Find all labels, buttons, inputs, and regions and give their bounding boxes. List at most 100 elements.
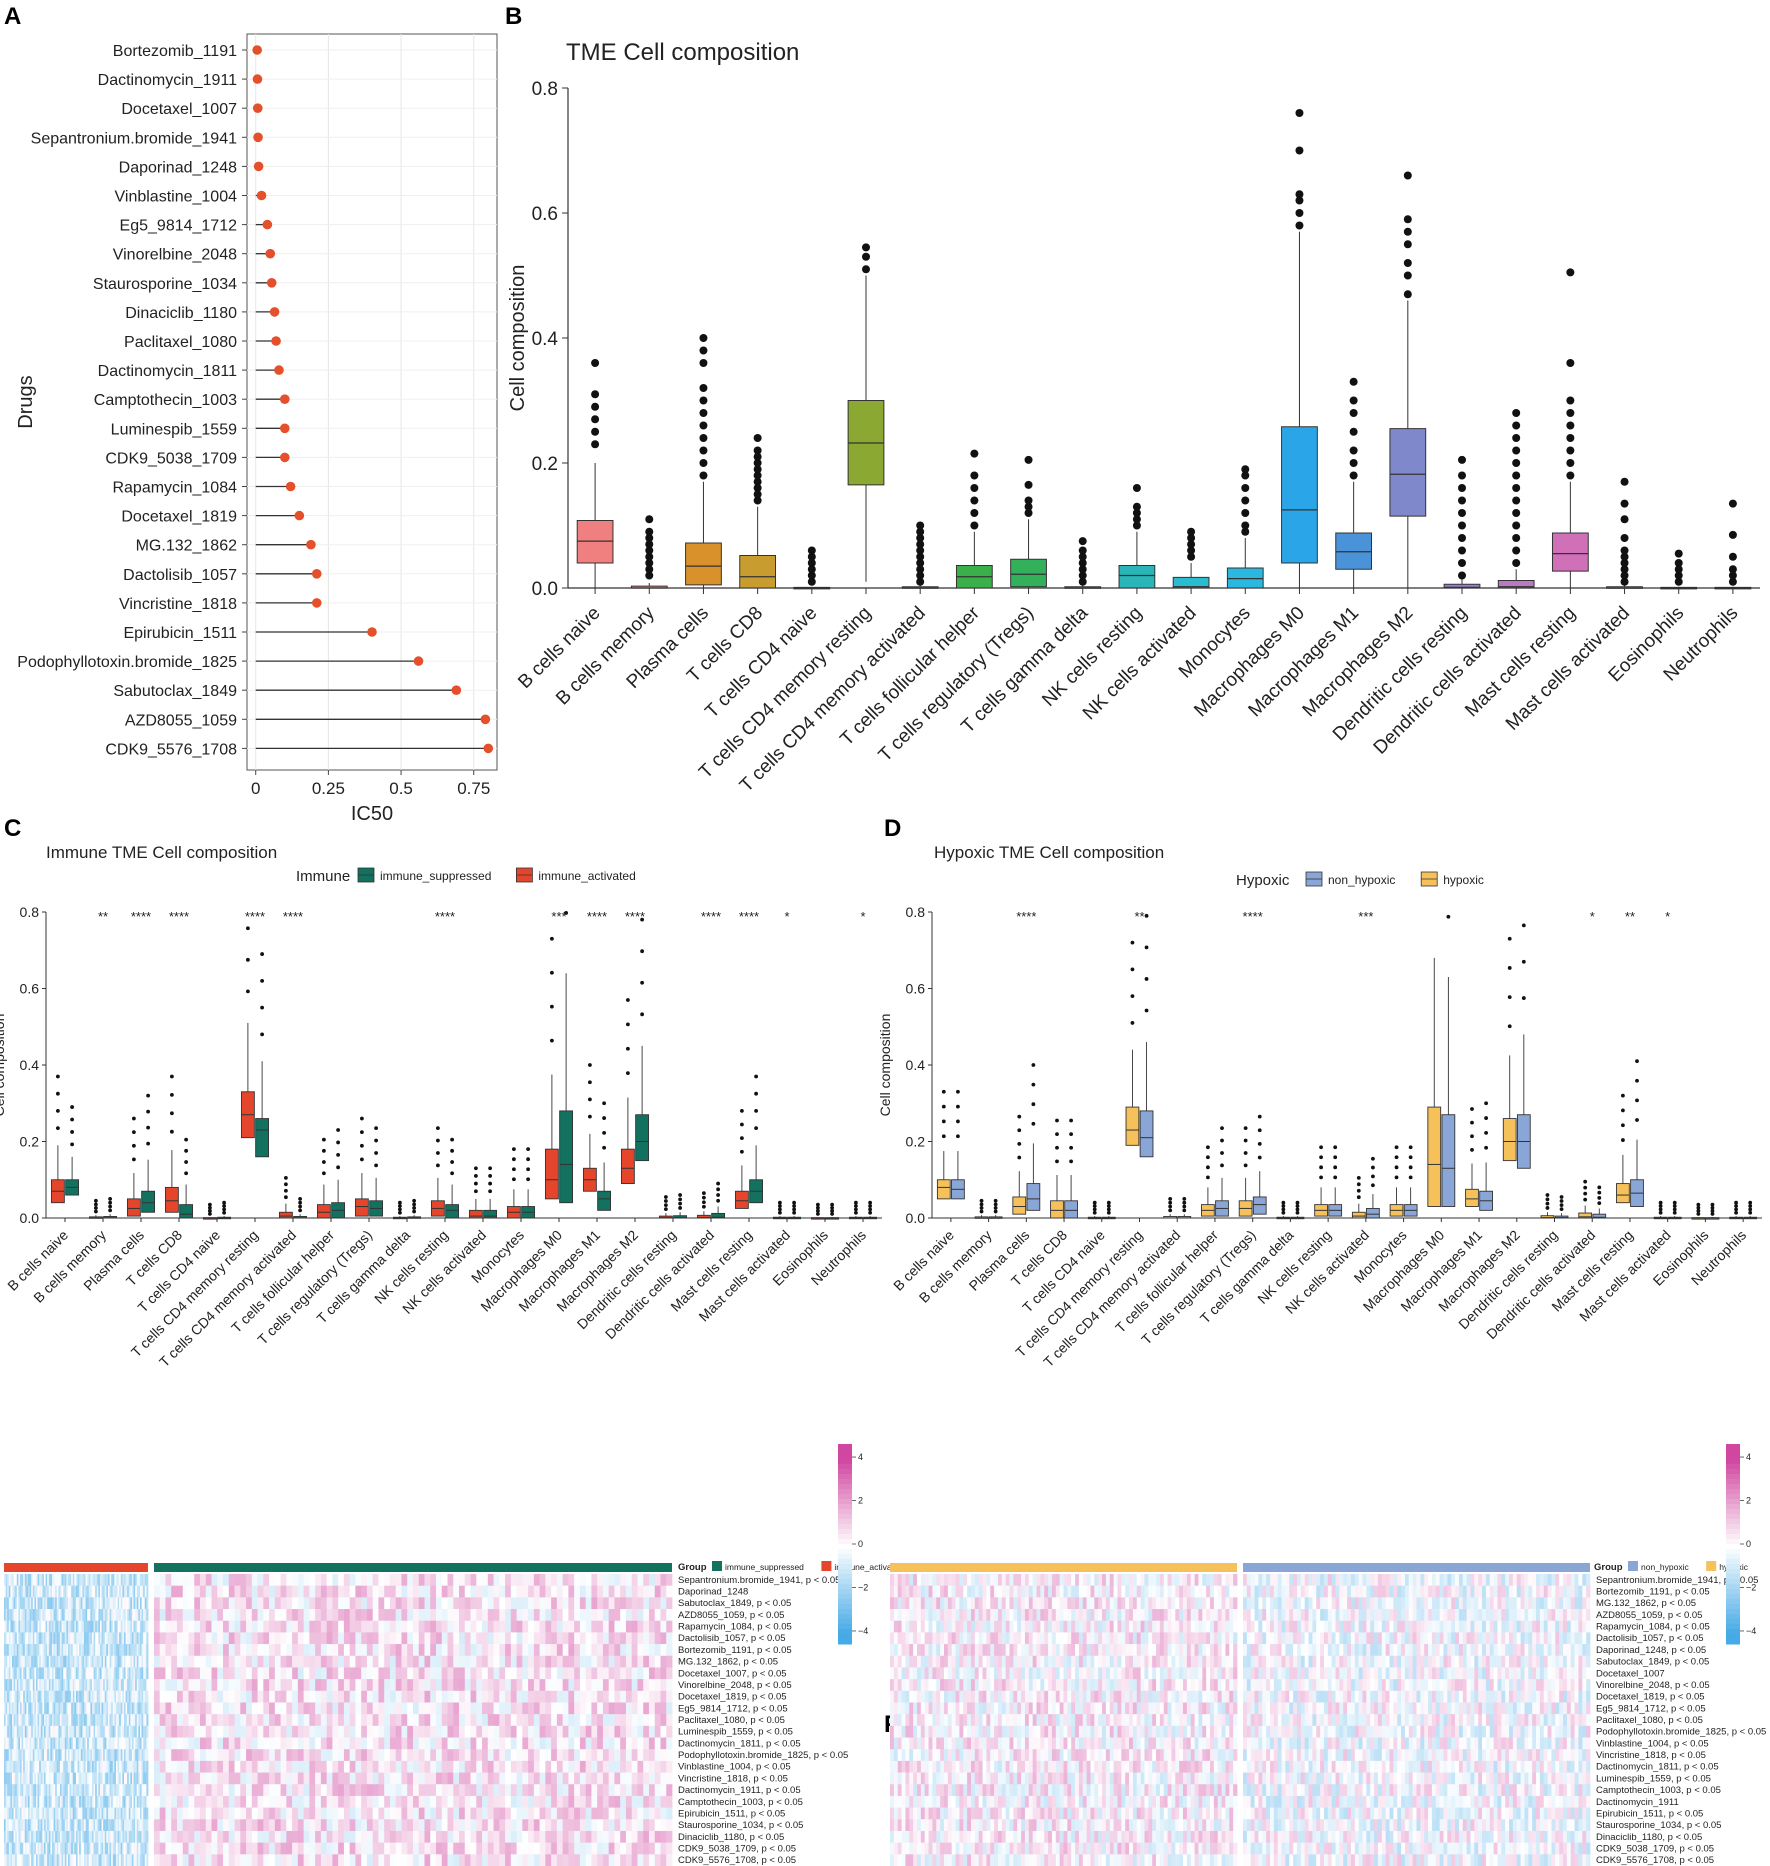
heat-cell xyxy=(240,1597,247,1610)
heat-cell xyxy=(95,1585,98,1598)
heat-cell xyxy=(34,1807,37,1820)
heat-cell xyxy=(482,1679,489,1692)
heat-cell xyxy=(53,1714,56,1727)
heat-cell xyxy=(637,1760,644,1773)
heat-cell xyxy=(5,1609,8,1622)
heat-cell xyxy=(194,1632,201,1645)
heat-cell xyxy=(165,1702,172,1715)
heat-cell xyxy=(332,1574,339,1587)
heat-cell xyxy=(37,1702,40,1715)
heat-cell xyxy=(153,1749,161,1762)
outlier-point xyxy=(739,1122,744,1127)
heat-cell xyxy=(106,1679,109,1692)
heat-cell xyxy=(104,1620,107,1633)
heat-cell xyxy=(48,1807,51,1820)
heat-cell xyxy=(135,1784,138,1797)
heat-cell xyxy=(625,1760,633,1773)
heat-cell xyxy=(136,1597,139,1610)
heat-cell xyxy=(71,1854,74,1866)
outlier-point xyxy=(1243,1163,1248,1168)
heat-cell xyxy=(98,1737,101,1750)
outlier-point xyxy=(1333,1145,1338,1150)
heat-cell xyxy=(111,1772,114,1785)
heat-cell xyxy=(40,1819,43,1832)
heat-cell xyxy=(61,1667,64,1680)
heat-cell xyxy=(4,1784,6,1797)
outlier-point xyxy=(374,1126,379,1131)
heat-cell xyxy=(21,1644,24,1657)
heat-cell xyxy=(13,1632,16,1645)
heat-cell xyxy=(61,1609,64,1622)
heat-cell xyxy=(66,1690,69,1703)
heat-cell xyxy=(34,1784,37,1797)
heat-cell xyxy=(217,1644,224,1657)
heat-cell xyxy=(82,1714,85,1727)
heat-cell xyxy=(482,1609,489,1622)
heat-cell xyxy=(109,1632,112,1645)
heat-cell xyxy=(153,1667,161,1680)
heat-cell xyxy=(608,1690,615,1703)
heat-cell xyxy=(131,1830,134,1844)
heat-cell xyxy=(5,1585,8,1598)
heat-cell xyxy=(620,1737,627,1750)
heat-cell xyxy=(401,1737,408,1750)
heat-cell xyxy=(53,1644,56,1657)
heat-cell xyxy=(257,1632,264,1645)
heat-cell xyxy=(4,1702,6,1715)
heat-cell xyxy=(95,1819,98,1832)
outlier-point xyxy=(1349,377,1358,386)
heat-cell xyxy=(42,1679,45,1692)
heat-cell xyxy=(424,1714,431,1727)
outlier-point xyxy=(602,1101,607,1106)
heat-cell xyxy=(51,1795,54,1808)
heat-cell xyxy=(16,1749,19,1762)
heat-cell xyxy=(115,1819,118,1832)
heat-cell xyxy=(117,1632,120,1645)
heat-cell xyxy=(591,1737,598,1750)
heat-cell xyxy=(660,1644,667,1657)
heat-cell xyxy=(123,1737,126,1750)
heat-cell xyxy=(61,1679,64,1692)
heat-cell xyxy=(112,1702,115,1715)
heat-cell xyxy=(165,1690,172,1703)
outlier-point xyxy=(321,1160,326,1164)
heat-cell xyxy=(355,1667,362,1680)
heat-cell xyxy=(648,1667,656,1680)
heat-cell xyxy=(16,1574,19,1587)
heat-cell xyxy=(63,1574,66,1587)
drug-label: Dactinomycin_1911 xyxy=(98,72,237,89)
heat-cell xyxy=(320,1725,328,1738)
heat-cell xyxy=(470,1760,477,1773)
heat-cell xyxy=(40,1644,43,1657)
heat-cell xyxy=(217,1749,224,1762)
heat-cell xyxy=(349,1644,356,1657)
heat-cell xyxy=(90,1749,93,1762)
heat-cell xyxy=(48,1679,51,1692)
heat-cell xyxy=(320,1609,328,1622)
heat-cell xyxy=(13,1690,16,1703)
outlier-point xyxy=(1394,1155,1399,1160)
heat-cell xyxy=(574,1655,581,1668)
heat-cell xyxy=(82,1679,85,1692)
heat-cell xyxy=(77,1819,80,1832)
heat-cell xyxy=(274,1597,281,1610)
heat-cell xyxy=(107,1714,110,1727)
heat-cell xyxy=(389,1585,397,1598)
heat-cell xyxy=(136,1574,139,1587)
heat-cell xyxy=(35,1737,38,1750)
heat-cell xyxy=(144,1679,147,1692)
heat-cell xyxy=(55,1854,58,1866)
heat-cell xyxy=(614,1655,621,1668)
heat-cell xyxy=(37,1690,40,1703)
x-tick-label: 0 xyxy=(251,779,260,798)
heat-cell xyxy=(51,1807,54,1820)
heat-cell xyxy=(90,1620,93,1633)
heat-cell xyxy=(43,1574,46,1587)
heat-cell xyxy=(72,1819,75,1832)
heat-cell xyxy=(87,1749,90,1762)
heat-cell xyxy=(5,1714,8,1727)
heat-cell xyxy=(355,1644,362,1657)
heat-cell xyxy=(579,1737,587,1750)
heat-cell xyxy=(205,1690,212,1703)
heat-cell xyxy=(19,1702,22,1715)
